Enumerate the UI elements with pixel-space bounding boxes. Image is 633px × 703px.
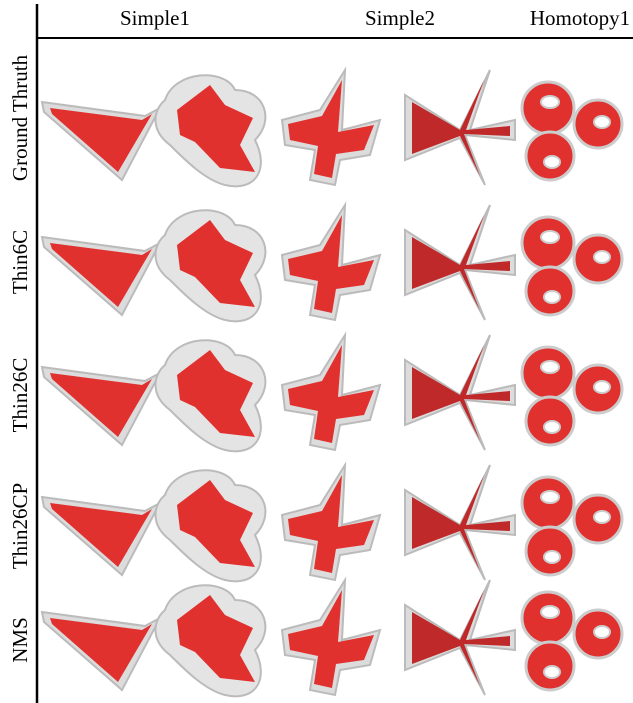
render-image [282, 70, 380, 185]
column-header: Homotopy1 [530, 6, 630, 30]
render-image [522, 82, 622, 180]
render-image [405, 465, 515, 580]
render-image [405, 70, 515, 185]
render-image [42, 102, 160, 180]
render-image [155, 340, 265, 451]
render-image [155, 75, 265, 186]
render-image [155, 585, 265, 696]
cells [42, 70, 622, 696]
figure: Simple1 Simple2 Homotopy1 Ground Thruth Thin… [0, 0, 633, 703]
render-image [42, 237, 160, 315]
render-image [405, 205, 515, 320]
render-image [42, 367, 160, 445]
render-image [42, 612, 160, 690]
render-image [282, 205, 380, 320]
render-image [282, 335, 380, 450]
column-header: Simple2 [365, 6, 435, 30]
render-image [155, 470, 265, 581]
render-image [522, 347, 622, 445]
render-image [155, 210, 265, 321]
column-header: Simple1 [120, 6, 190, 30]
row-label: Thin26CP [8, 483, 32, 569]
render-image [522, 477, 622, 575]
row-label: Thin26C [8, 358, 32, 433]
render-image [282, 465, 380, 580]
row-label: Thin6C [8, 230, 32, 294]
render-image [522, 217, 622, 315]
row-label: NMS [8, 617, 32, 663]
render-image [42, 497, 160, 575]
render-image [282, 580, 380, 695]
row-label: Ground Thruth [8, 54, 32, 181]
render-image [405, 580, 515, 695]
render-image [522, 592, 622, 690]
render-image [405, 335, 515, 450]
